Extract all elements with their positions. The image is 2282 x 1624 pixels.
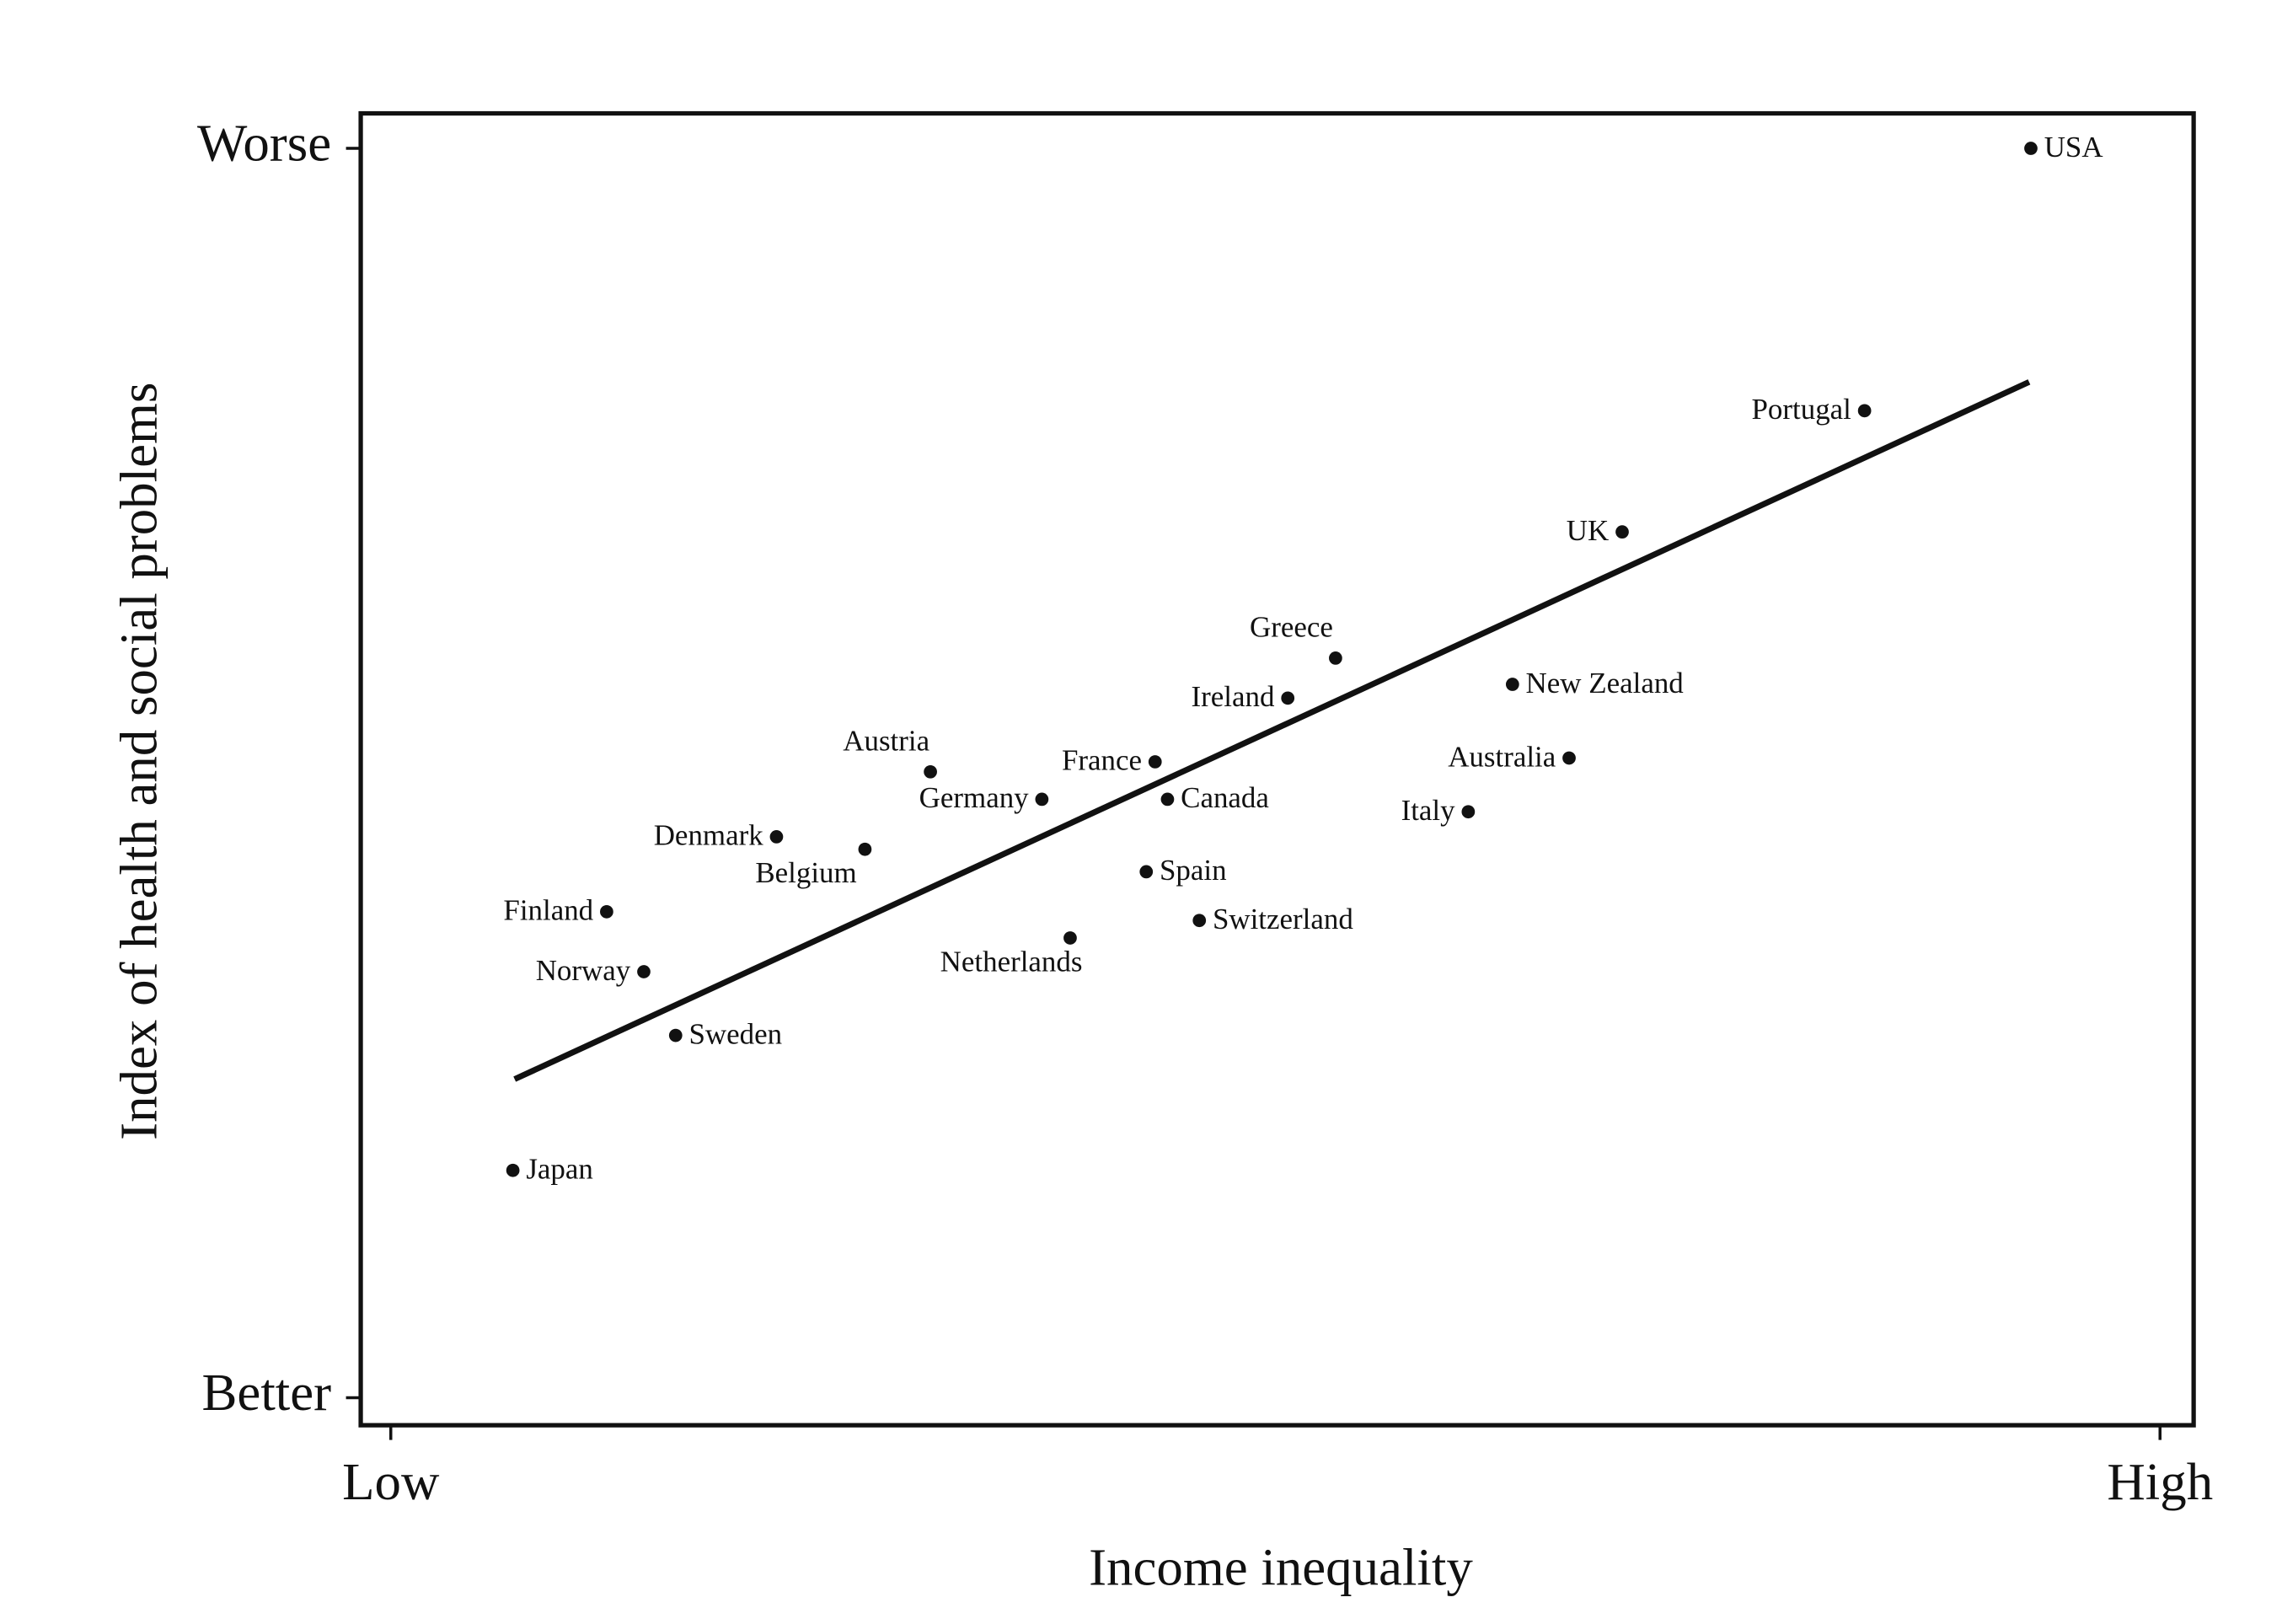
point <box>1857 404 1872 418</box>
point-label: Spain <box>1160 854 1227 887</box>
point-label: Norway <box>536 954 631 987</box>
point-label: Italy <box>1401 794 1456 827</box>
point-label: Portugal <box>1752 393 1851 426</box>
point-label: Finland <box>503 894 593 927</box>
x-tick-label: High <box>2107 1452 2213 1511</box>
point-label: UK <box>1567 514 1609 547</box>
point <box>1505 678 1519 691</box>
point <box>1139 865 1154 879</box>
point-label: France <box>1062 744 1142 777</box>
point <box>1562 751 1576 765</box>
point <box>1035 792 1049 807</box>
point <box>1160 792 1175 807</box>
point-label: Sweden <box>688 1017 782 1050</box>
point <box>506 1163 520 1177</box>
point <box>1461 805 1476 819</box>
point <box>637 965 651 978</box>
point <box>1063 931 1077 945</box>
point-label: New Zealand <box>1526 667 1685 699</box>
y-axis-label: Index of health and social problems <box>110 383 169 1140</box>
point-label: Switzerland <box>1213 903 1353 935</box>
y-tick-label: Better <box>201 1363 331 1422</box>
plot-frame <box>358 110 2196 1428</box>
point-label: Austria <box>843 725 929 758</box>
point <box>1615 525 1629 539</box>
x-tick-label: Low <box>342 1452 440 1511</box>
point-label: Germany <box>919 781 1030 814</box>
point-label: Belgium <box>755 856 856 889</box>
point <box>1192 914 1207 928</box>
point <box>668 1028 683 1042</box>
point-label: Canada <box>1181 781 1269 814</box>
y-tick-label: Worse <box>197 113 331 172</box>
point <box>769 830 784 844</box>
point <box>924 764 937 779</box>
point-label: Australia <box>1448 740 1556 773</box>
point-label: Ireland <box>1192 680 1275 713</box>
point-label: Greece <box>1250 611 1333 644</box>
point-label: Netherlands <box>940 945 1083 978</box>
x-axis-label: Income inequality <box>1089 1537 1473 1596</box>
point-label: USA <box>2044 131 2103 163</box>
point <box>1329 651 1342 665</box>
point <box>858 842 872 856</box>
point-label: Denmark <box>654 819 764 852</box>
point <box>1148 755 1162 769</box>
point-label: Japan <box>526 1152 593 1185</box>
trend-line <box>513 379 2031 1082</box>
point <box>600 904 613 919</box>
point <box>2024 142 2038 155</box>
point <box>1281 691 1295 705</box>
